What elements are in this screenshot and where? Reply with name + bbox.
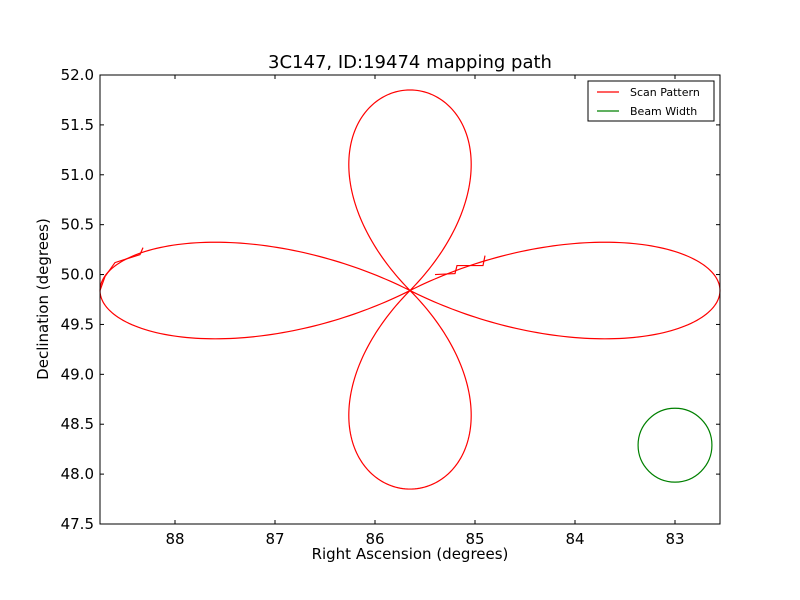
x-axis-title: Right Ascension (degrees) [312, 545, 509, 563]
legend: Scan Pattern Beam Width [587, 80, 715, 122]
legend-label: Scan Pattern [630, 86, 700, 99]
x-tick-label: 87 [265, 530, 284, 548]
x-tick-label: 85 [465, 530, 484, 548]
plot-frame [99, 74, 721, 525]
y-tick-label: 50.0 [61, 266, 94, 284]
y-tick-label: 50.5 [61, 216, 94, 234]
scan-pattern-line [99, 89, 721, 490]
x-tick-label: 86 [365, 530, 384, 548]
scan-step-right [434, 255, 486, 276]
y-tick-label: 47.5 [61, 515, 94, 533]
x-tick-label: 84 [565, 530, 584, 548]
y-tick-label: 49.5 [61, 315, 94, 333]
legend-box [587, 80, 715, 122]
x-tick-label: 83 [665, 530, 684, 548]
y-tick-label: 48.0 [61, 465, 94, 483]
legend-label: Beam Width [630, 105, 697, 118]
chart-title: 3C147, ID:19474 mapping path [268, 52, 552, 73]
y-axis-title: Declination (degrees) [34, 218, 52, 380]
plot-background [100, 75, 720, 524]
scan-step-left [99, 247, 144, 291]
y-tick-label: 51.5 [61, 116, 94, 134]
y-tick-label: 51.0 [61, 166, 94, 184]
x-tick-label: 88 [165, 530, 184, 548]
beam-width-circle [637, 407, 713, 483]
y-tick-label: 49.0 [61, 365, 94, 383]
plot-area: 88 87 86 85 84 83 47.5 48.0 48.5 49.0 49.5 50.0 50.5… [61, 66, 721, 548]
y-tick-label: 48.5 [61, 415, 94, 433]
y-tick-label: 52.0 [61, 66, 94, 84]
